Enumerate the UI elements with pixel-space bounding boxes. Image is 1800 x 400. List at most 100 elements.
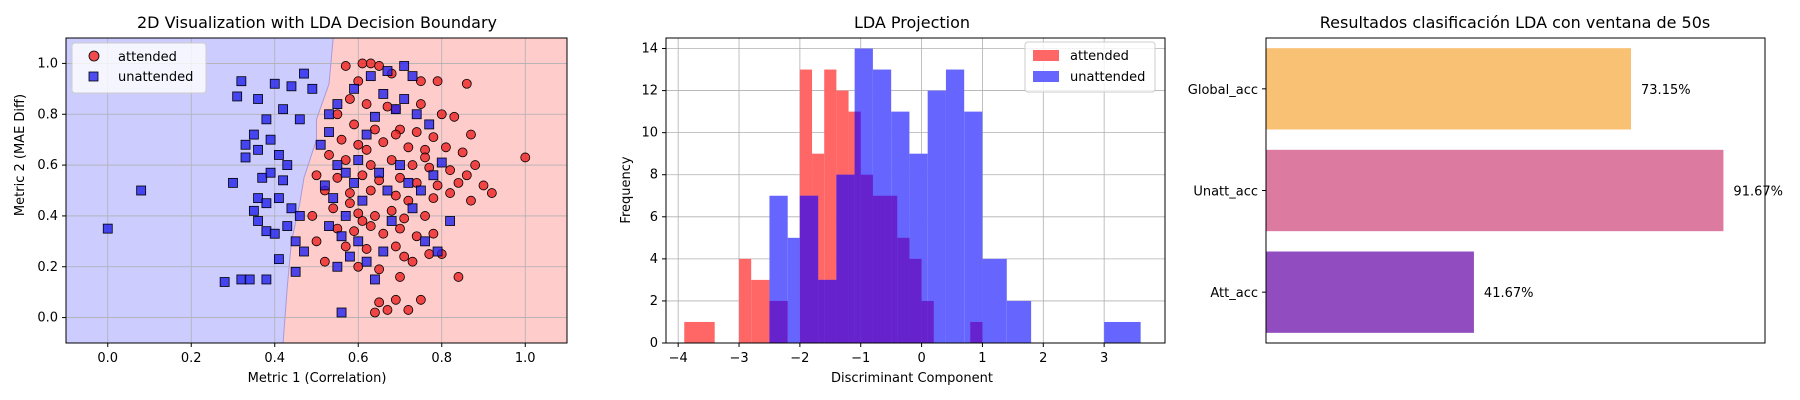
attended-point: [420, 211, 430, 221]
attended-point: [332, 109, 343, 120]
attended-point: [453, 272, 464, 282]
legend-hist-attended-swatch: [1033, 50, 1059, 61]
unattended-point: [261, 114, 272, 125]
unattended-point: [274, 193, 284, 204]
attended-point: [461, 78, 472, 89]
attended-point: [365, 160, 376, 170]
histogram-frame: [665, 37, 1166, 344]
hist-bar-unattended: [1104, 321, 1141, 343]
unattended-point: [378, 246, 389, 257]
hist-y-tick-label: 4: [650, 252, 658, 267]
hist-bar-overlap: [769, 300, 788, 343]
unattended-point: [253, 144, 263, 155]
unattended-point: [236, 274, 247, 285]
attended-point: [407, 256, 418, 267]
unattended-point: [403, 177, 414, 188]
attended-point: [441, 142, 451, 153]
attended-point: [328, 203, 339, 214]
unattended-point: [248, 129, 259, 140]
hist-bar-overlap: [848, 174, 855, 343]
unattended-point: [253, 94, 263, 104]
attended-point: [399, 251, 410, 262]
legend-unattended-marker: [88, 71, 99, 82]
attended-point: [386, 205, 397, 216]
unattended-point: [278, 104, 289, 115]
unattended-point: [274, 254, 284, 265]
attended-point: [457, 147, 468, 158]
attended-point: [411, 127, 422, 137]
unattended-point: [324, 127, 334, 137]
scatter-frame: [65, 37, 568, 344]
unattended-point: [290, 236, 301, 247]
hist-bar-unattended: [1006, 300, 1032, 343]
attended-point: [390, 241, 401, 252]
unattended-point: [282, 221, 293, 231]
hist-bar-overlap: [854, 111, 861, 343]
unattended-point: [365, 71, 376, 82]
accuracy-title: Resultados clasificación LDA con ventana…: [1320, 13, 1711, 32]
scatter-y-tick-label: 0.4: [37, 209, 58, 224]
unattended-point: [253, 216, 263, 226]
hist-bar-unattended: [964, 111, 983, 343]
unattended-point: [274, 150, 284, 160]
unattended-point: [257, 172, 268, 183]
attended-point: [340, 241, 351, 252]
unattended-point: [261, 198, 272, 209]
hist-bar-overlap: [927, 300, 934, 343]
unattended-point: [278, 175, 289, 186]
hist-x-tick-label: −1: [851, 351, 870, 366]
hist-bar-overlap: [812, 195, 819, 343]
attended-point: [445, 165, 456, 176]
hist-x-tick-label: 3: [1100, 351, 1108, 366]
unattended-point: [361, 129, 372, 140]
hist-y-tick-label: 6: [650, 210, 658, 225]
unattended-point: [390, 104, 401, 115]
unattended-point: [294, 211, 305, 221]
hist-bar-unattended: [927, 90, 946, 343]
histogram-x-label: Discriminant Component: [831, 371, 993, 386]
hist-bar-overlap: [909, 258, 922, 343]
attended-point: [311, 236, 322, 247]
hist-y-tick-label: 10: [641, 126, 658, 141]
attended-point: [390, 294, 401, 305]
unattended-point: [378, 89, 389, 99]
unattended-point: [261, 274, 272, 285]
hist-x-tick-label: 2: [1039, 351, 1047, 366]
scatter-panel: 2D Visualization with LDA Decision Bound…: [13, 13, 568, 386]
attended-point: [461, 170, 472, 181]
hist-bar-overlap: [921, 300, 928, 343]
attended-point: [344, 198, 355, 209]
attended-point: [361, 144, 372, 155]
accuracy-frame: [1265, 37, 1766, 344]
scatter-x-tick-label: 0.2: [181, 351, 202, 366]
attended-point: [361, 99, 372, 109]
accuracy-value-label: 41.67%: [1484, 286, 1534, 301]
unattended-point: [357, 195, 368, 206]
unattended-point: [349, 83, 359, 94]
accuracy-value-label: 73.15%: [1641, 83, 1691, 98]
unattended-point: [382, 185, 393, 196]
attended-point: [365, 58, 376, 69]
attended-point: [478, 180, 489, 191]
attended-point: [353, 261, 364, 272]
hist-y-tick-label: 12: [641, 84, 658, 99]
unattended-point: [286, 203, 297, 214]
hist-bar-overlap: [872, 195, 886, 343]
hist-y-tick-label: 0: [650, 336, 658, 351]
unattended-point: [299, 68, 309, 79]
unattended-point: [336, 231, 347, 242]
attended-point: [357, 216, 368, 226]
legend-attended-marker: [88, 50, 100, 62]
accuracy-value-label: 91.67%: [1733, 185, 1783, 200]
attended-point: [424, 249, 435, 259]
unattended-point: [102, 223, 113, 234]
unattended-point: [232, 91, 243, 102]
unattended-point: [349, 177, 359, 188]
attended-point: [420, 152, 430, 163]
attended-point: [340, 155, 351, 165]
hist-bar-overlap: [799, 195, 813, 343]
attended-point: [449, 111, 460, 122]
unattended-point: [282, 160, 293, 170]
attended-point: [365, 185, 376, 196]
